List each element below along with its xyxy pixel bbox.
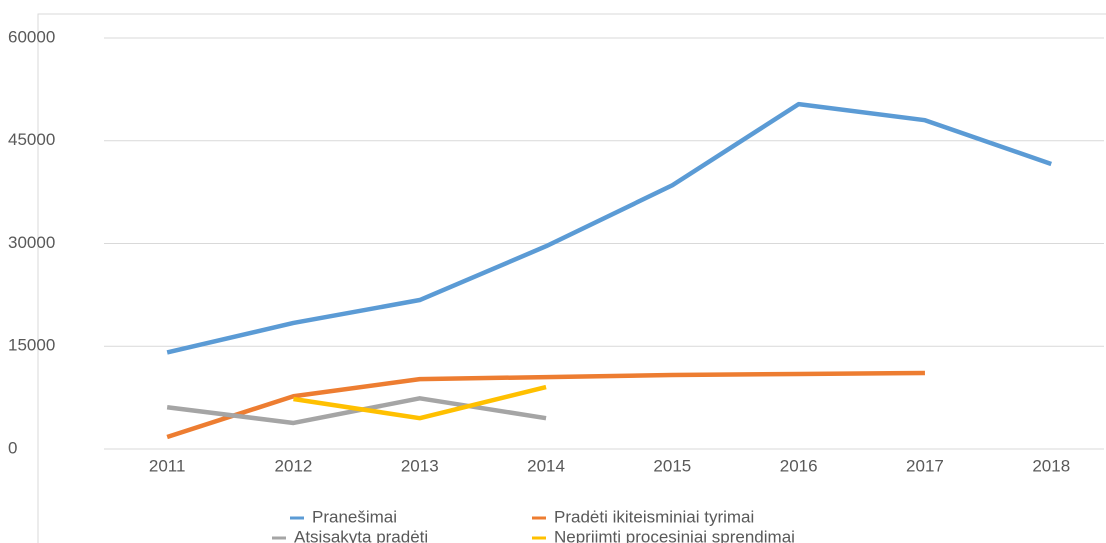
x-tick-label: 2011 <box>149 456 186 475</box>
x-tick-label: 2015 <box>653 456 691 475</box>
x-tick-label: 2014 <box>527 456 565 475</box>
series-line <box>166 370 925 440</box>
legend-label: Pradėti ikiteisminiai tyrimai <box>554 507 754 526</box>
legend-label: Nepriimti procesiniai sprendimai <box>554 527 795 543</box>
y-tick-label: 15000 <box>8 336 55 355</box>
y-tick-label: 45000 <box>8 130 55 149</box>
y-tick-label: 0 <box>8 438 17 457</box>
legend-label: Atsisakyta pradėti <box>294 527 428 543</box>
x-tick-label: 2013 <box>401 456 439 475</box>
x-tick-label: 2012 <box>275 456 313 475</box>
x-tick-label: 2017 <box>906 456 944 475</box>
y-tick-label: 30000 <box>8 233 55 252</box>
x-tick-label: 2016 <box>780 456 818 475</box>
x-tick-label: 2018 <box>1032 456 1070 475</box>
y-tick-label: 60000 <box>8 27 55 46</box>
legend-label: Pranešimai <box>312 507 397 526</box>
series-line <box>166 101 1052 355</box>
series-line <box>293 384 547 421</box>
chart-frame <box>37 13 1106 543</box>
